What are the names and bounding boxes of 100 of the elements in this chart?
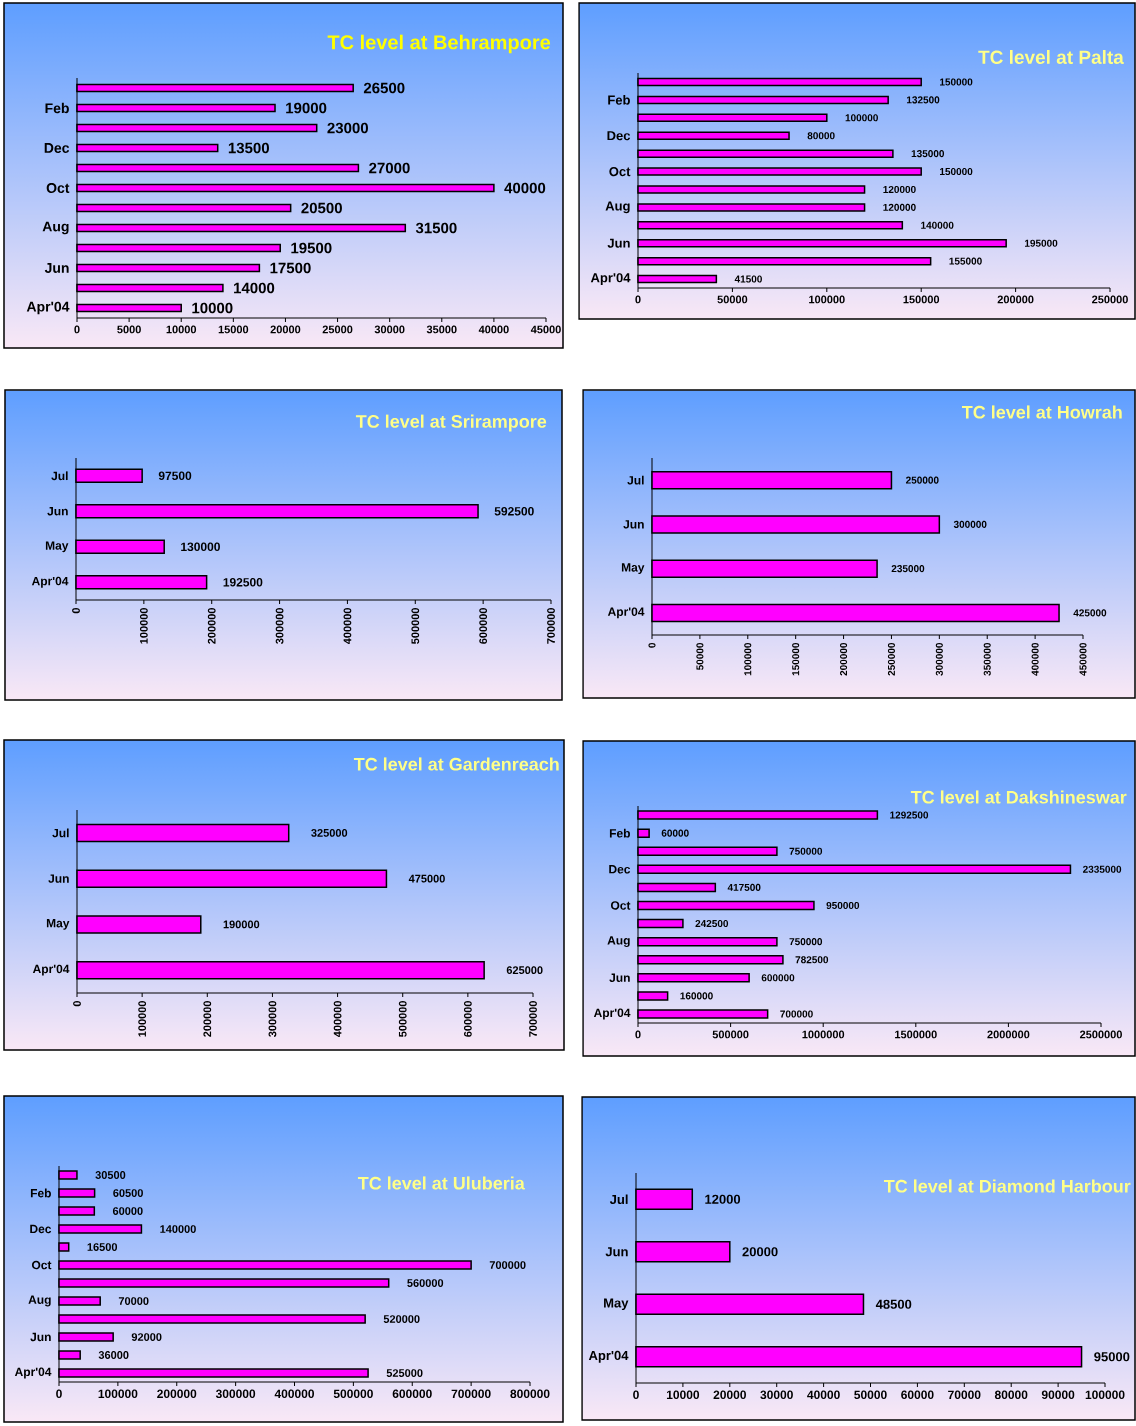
y-tick-label: Aug xyxy=(42,221,69,235)
data-label: 150000 xyxy=(940,78,973,86)
x-tick-label: 400000 xyxy=(1031,642,1039,676)
data-label: 560000 xyxy=(407,1279,444,1287)
x-tick-label: 2500000 xyxy=(1079,1030,1122,1039)
x-tick-label: 300000 xyxy=(215,1389,256,1399)
y-tick-label: Dec xyxy=(44,143,70,153)
data-label: 195000 xyxy=(1024,239,1058,247)
data-label: 242500 xyxy=(695,920,729,928)
y-tick-label: Feb xyxy=(608,95,630,105)
x-tick-label: 500000 xyxy=(712,1030,749,1039)
x-tick-label: 200000 xyxy=(207,608,216,644)
x-tick-label: 50000 xyxy=(717,295,748,304)
x-tick-label: 2000000 xyxy=(987,1030,1030,1039)
x-tick-label: 0 xyxy=(56,1389,62,1399)
data-label: 2335000 xyxy=(1082,865,1122,873)
data-label: 782500 xyxy=(795,956,829,964)
x-tick-label: 150000 xyxy=(903,295,940,304)
x-tick-label: 400000 xyxy=(333,1001,342,1038)
y-tick-label: May xyxy=(621,563,645,575)
x-tick-label: 600000 xyxy=(392,1389,432,1399)
y-tick-label: Jun xyxy=(30,1332,51,1342)
y-tick-label: Feb xyxy=(609,828,630,838)
chart-title: TC level at Diamond Harbour xyxy=(883,1179,1131,1193)
data-label: 950000 xyxy=(826,901,860,910)
data-label: 520000 xyxy=(383,1315,420,1323)
x-tick-label: 300000 xyxy=(275,608,284,644)
x-tick-label: 45000 xyxy=(530,325,561,334)
y-tick-label: Apr'04 xyxy=(14,1367,52,1379)
x-tick-label: 400000 xyxy=(343,608,352,645)
y-tick-label: Jun xyxy=(623,520,644,529)
data-label: 300000 xyxy=(953,520,987,528)
data-label: 160000 xyxy=(680,992,713,1000)
data-label: 325000 xyxy=(311,829,348,837)
chart-title: TC level at Dakshineswar xyxy=(910,790,1127,804)
x-tick-label: 80000 xyxy=(994,1390,1028,1400)
x-tick-label: 100000 xyxy=(98,1389,138,1399)
y-tick-label: Jun xyxy=(609,973,630,982)
data-label: 60000 xyxy=(112,1207,143,1215)
data-label: 525000 xyxy=(386,1369,423,1377)
y-tick-label: Jul xyxy=(52,828,69,838)
y-tick-label: Oct xyxy=(609,166,631,177)
y-tick-label: Jun xyxy=(607,238,630,248)
y-tick-label: Apr'04 xyxy=(607,607,645,619)
x-tick-label: 500000 xyxy=(411,608,420,644)
x-tick-label: 700000 xyxy=(451,1389,491,1399)
x-tick-label: 40000 xyxy=(478,325,509,334)
y-tick-label: May xyxy=(45,541,69,553)
data-label: 70000 xyxy=(118,1297,149,1305)
data-label: 150000 xyxy=(940,168,973,176)
y-tick-label: Apr'04 xyxy=(593,1008,631,1020)
data-label: 97500 xyxy=(158,471,192,480)
x-tick-label: 500000 xyxy=(398,1001,407,1037)
x-tick-label: 100000 xyxy=(139,608,148,644)
data-label: 750000 xyxy=(789,847,823,855)
data-label: 60500 xyxy=(113,1189,143,1197)
x-tick-label: 100000 xyxy=(744,642,752,676)
x-tick-label: 20000 xyxy=(270,325,301,334)
data-label: 192500 xyxy=(223,578,263,587)
y-tick-label: May xyxy=(604,1298,629,1311)
x-tick-label: 0 xyxy=(635,295,641,304)
x-tick-label: 600000 xyxy=(479,608,488,644)
data-label: 130000 xyxy=(181,542,220,552)
data-label: 80000 xyxy=(807,132,835,140)
y-tick-label: Aug xyxy=(28,1295,51,1307)
x-tick-label: 0 xyxy=(73,1001,81,1007)
x-tick-label: 400000 xyxy=(274,1389,315,1399)
x-tick-label: 50000 xyxy=(696,642,704,671)
x-tick-label: 200000 xyxy=(997,295,1034,304)
data-label: 20500 xyxy=(301,202,342,214)
y-tick-label: Dec xyxy=(30,1224,52,1234)
data-label: 155000 xyxy=(949,257,982,265)
data-label: 700000 xyxy=(489,1261,526,1269)
data-label: 120000 xyxy=(883,185,916,193)
data-label: 625000 xyxy=(506,966,543,975)
x-tick-label: 0 xyxy=(633,1390,639,1400)
data-label: 27000 xyxy=(369,162,410,174)
y-tick-label: Apr'04 xyxy=(31,576,69,588)
data-label: 14000 xyxy=(234,282,275,294)
y-tick-label: Aug xyxy=(607,936,630,948)
y-tick-label: Apr'04 xyxy=(588,1350,629,1363)
data-label: 60000 xyxy=(661,829,689,837)
x-tick-label: 200000 xyxy=(203,1001,212,1037)
y-tick-label: Aug xyxy=(605,201,630,214)
x-tick-label: 1500000 xyxy=(895,1030,937,1039)
data-label: 16500 xyxy=(87,1243,118,1251)
x-tick-label: 30000 xyxy=(374,325,405,334)
x-tick-label: 300000 xyxy=(268,1001,277,1037)
x-tick-label: 700000 xyxy=(547,608,555,644)
chart-title: TC level at Howrah xyxy=(961,405,1122,419)
x-tick-label: 35000 xyxy=(426,325,457,334)
chart-title: TC level at Behrampore xyxy=(327,34,551,54)
data-label: 592500 xyxy=(494,507,534,516)
y-tick-label: Apr'04 xyxy=(32,964,70,976)
chart-title: TC level at Palta xyxy=(978,50,1124,64)
x-tick-label: 500000 xyxy=(333,1389,373,1399)
y-tick-label: Oct xyxy=(610,901,631,910)
x-tick-label: 100000 xyxy=(138,1001,147,1037)
data-label: 190000 xyxy=(223,920,260,929)
y-tick-label: May xyxy=(46,919,70,930)
